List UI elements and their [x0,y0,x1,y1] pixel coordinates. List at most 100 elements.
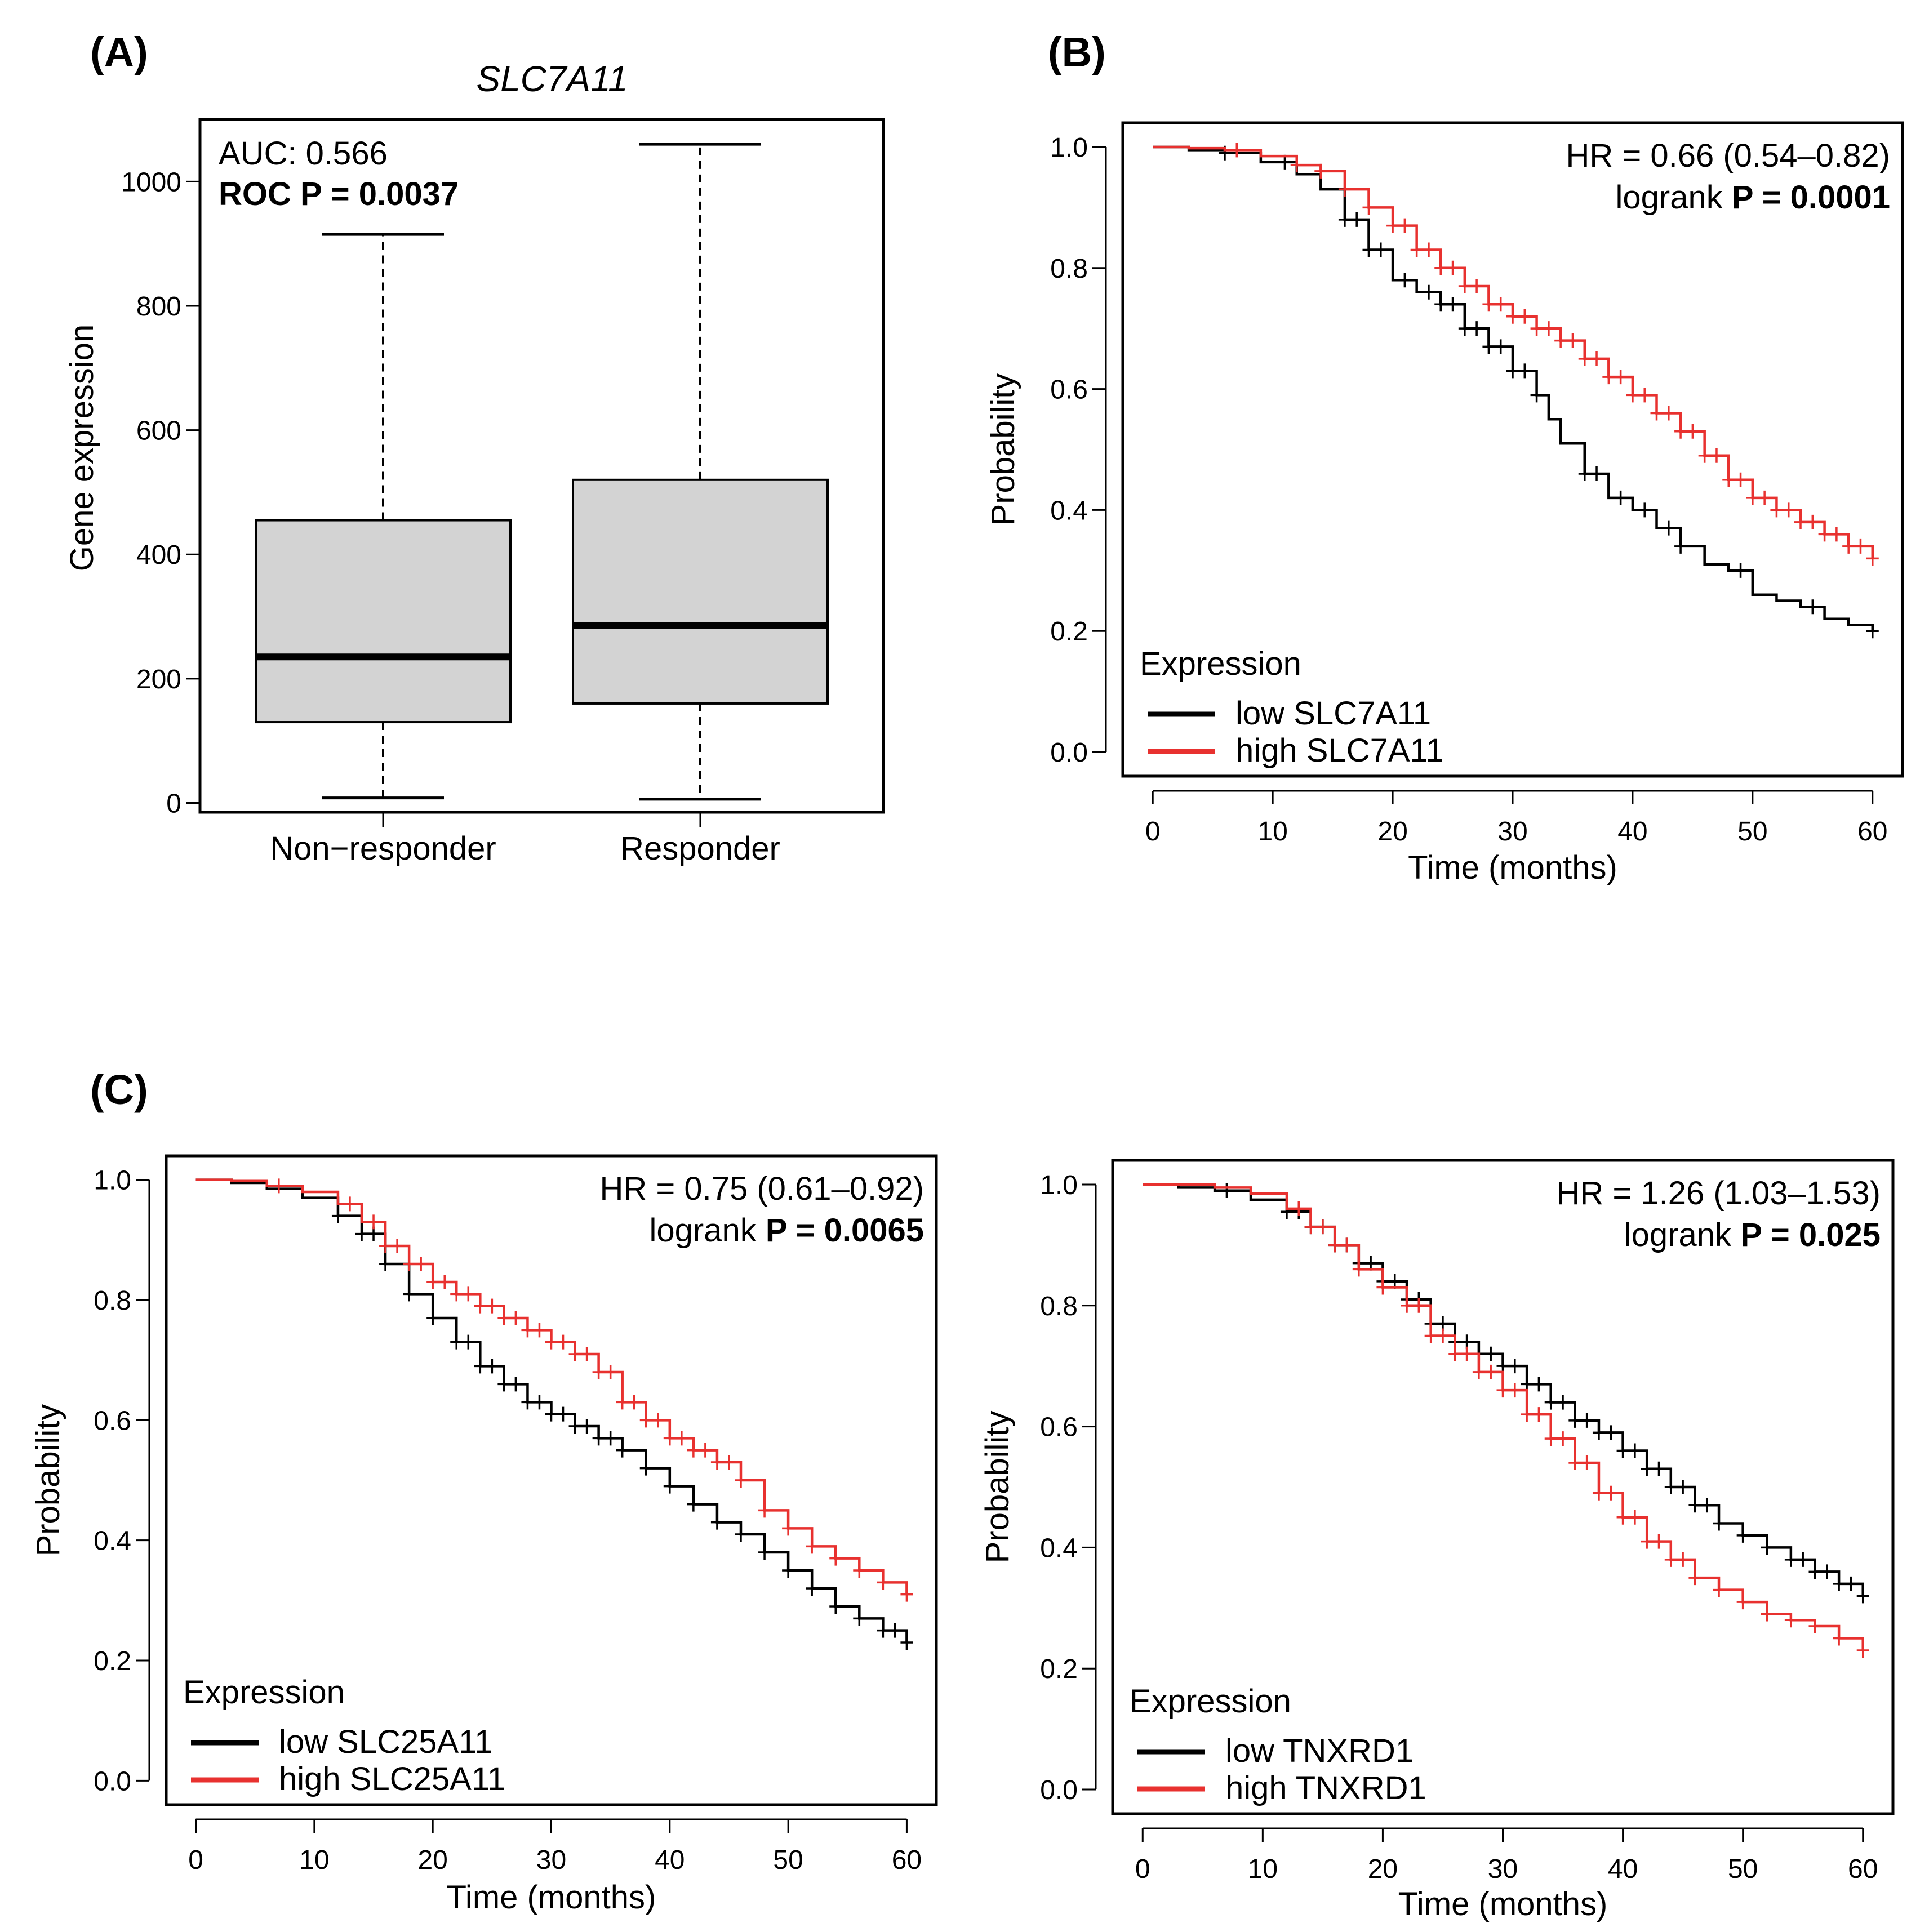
censor-mark [509,1377,522,1392]
censor-mark [1746,490,1759,505]
censor-mark [639,1413,652,1428]
roc-p-annotation: ROC P = 0.0037 [219,176,459,212]
censor-mark [403,1286,416,1302]
x-axis-title-c: Time (months) [447,1879,656,1916]
y-tick-label-b: 0.2 [1050,617,1088,647]
censor-mark [639,1461,652,1476]
km-curve-high-d [1143,1183,1864,1650]
censor-mark [877,1575,890,1590]
censor-mark [474,1298,487,1314]
censor-mark [1688,1498,1701,1513]
censor-mark [379,1239,392,1253]
censor-mark [1650,406,1663,421]
censor-mark [1614,490,1627,505]
censor-mark [450,1334,463,1350]
censor-mark [710,1455,723,1470]
censor-mark [1784,1613,1797,1628]
x-tick-label-d: 10 [1248,1854,1278,1884]
censor-mark [628,1395,641,1410]
censor-mark [580,1419,593,1434]
censor-mark [1638,388,1651,403]
censor-mark [1626,388,1639,403]
censor-mark [1761,1540,1774,1555]
censor-mark [1338,182,1351,197]
censor-mark [1412,1298,1425,1313]
logrank-prefix: logrank [650,1212,766,1249]
x-tick-label-d: 30 [1488,1854,1518,1884]
censor-mark [1530,321,1543,336]
censor-mark [1662,406,1675,421]
logrank-annotation-c: logrank P = 0.0065 [650,1212,924,1249]
censor-mark [1710,448,1723,463]
x-tick-label-b: 60 [1857,817,1887,847]
censor-mark [568,1419,581,1434]
censor-mark [1674,538,1687,554]
x-tick-label-d: 0 [1135,1854,1150,1884]
censor-mark [1338,212,1351,227]
x-tick-label-c: 50 [773,1845,803,1875]
censor-mark [1436,1328,1449,1343]
censor-mark [1638,502,1651,518]
censor-mark [557,1334,570,1350]
censor-mark [1506,309,1519,324]
censor-mark [462,1334,475,1350]
censor-mark [1362,242,1375,257]
censor-mark [1352,1262,1365,1277]
censor-mark [1698,448,1711,463]
x-tick-label-c: 60 [892,1845,922,1875]
censor-mark [1460,1346,1473,1361]
censor-mark [1866,551,1879,566]
censor-mark [1494,339,1507,354]
x-tick-label-b: 30 [1497,817,1527,847]
censor-mark [1532,1407,1545,1422]
logrank-p-value: P = 0.025 [1740,1217,1881,1253]
censor-mark [1844,1576,1857,1591]
censor-mark [1398,218,1411,233]
censor-mark [1734,472,1747,487]
censor-mark [426,1275,439,1289]
censor-mark [1544,1395,1557,1410]
censor-mark [782,1563,795,1578]
censor-mark [1314,163,1327,179]
censor-mark [1856,1588,1869,1604]
censor-mark [580,1347,593,1361]
logrank-p-value: P = 0.0001 [1732,179,1890,216]
censor-mark [1688,1570,1701,1586]
censor-mark [1410,242,1423,257]
x-tick-label-d: 40 [1608,1854,1638,1884]
censor-mark [900,1587,913,1602]
legend-label-high: high SLC25A11 [279,1761,505,1797]
censor-mark [1446,297,1459,312]
censor-mark [1220,1183,1233,1198]
censor-mark [355,1226,368,1241]
censor-mark [1677,1552,1690,1567]
plot-frame-d [1111,1159,1895,1815]
legend-label-low: low SLC7A11 [1235,695,1431,732]
censor-mark [1434,297,1447,312]
censor-mark [1818,527,1831,542]
y-tick-label-c: 0.4 [94,1526,131,1556]
censor-mark [1722,472,1735,487]
logrank-prefix: logrank [1616,179,1732,216]
x-tick-label-c: 20 [417,1845,447,1875]
censor-mark [1518,363,1531,379]
censor-mark [1386,218,1399,233]
censor-mark [1496,1383,1509,1398]
y-tick-label-a: 200 [136,665,181,695]
y-tick-label-a: 400 [136,540,181,570]
censor-mark [1677,1480,1690,1494]
censor-mark [486,1359,499,1374]
censor-mark [568,1347,581,1361]
censor-mark [379,1257,392,1271]
censor-mark [1328,1237,1341,1253]
censor-mark [1652,1461,1665,1476]
y-axis-title-b: Probability [985,373,1021,526]
y-tick-label-b: 0.0 [1050,738,1088,768]
censor-mark [877,1623,890,1638]
logrank-prefix: logrank [1624,1217,1740,1253]
censor-mark [734,1527,747,1542]
x-tick-label-c: 30 [536,1845,566,1875]
censor-mark [1674,424,1687,439]
censor-mark [521,1395,534,1410]
y-tick-label-b: 0.6 [1050,375,1088,405]
